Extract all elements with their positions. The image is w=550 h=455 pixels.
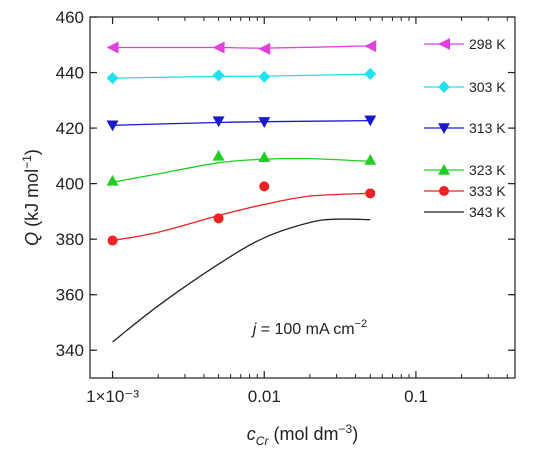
fit-curve-343K (112, 218, 371, 343)
legend-marker (438, 164, 450, 175)
y-axis-unit-close: ) (22, 149, 42, 155)
data-point-303K (364, 67, 377, 80)
data-point-313K (258, 117, 271, 128)
data-point-323K (106, 174, 119, 186)
x-axis-unit-close: ) (352, 424, 358, 444)
legend-marker (438, 38, 450, 50)
x-axis-title: cCr (mol dm−3) (247, 422, 358, 448)
y-axis-symbol: Q (22, 232, 42, 246)
y-tick-label: 340 (56, 341, 84, 360)
fit-curve-298K (112, 45, 371, 49)
legend-label: 343 K (469, 204, 506, 220)
data-point-323K (258, 151, 271, 163)
legend-label: 303 K (469, 79, 506, 95)
data-point-313K (212, 116, 225, 128)
data-point-298K (364, 40, 377, 53)
fit-curve-333K (112, 192, 371, 242)
data-point-323K (364, 154, 377, 165)
legend-marker (439, 186, 449, 196)
data-point-298K (258, 42, 271, 55)
legend-label: 298 K (469, 36, 506, 52)
tick-marks: 340 360 380 400 420 440 460 1×10⁻³ 0.01 0.1 (56, 8, 515, 406)
x-tick-label: 1×10⁻³ (86, 387, 139, 406)
data-point-313K (364, 115, 377, 127)
legend: 298 K 303 K 313 K 323 K 333 K 343 K (424, 36, 506, 220)
y-axis-unit: (kJ mol (22, 169, 42, 227)
data-point-303K (212, 69, 225, 82)
plot-frame (89, 16, 516, 379)
y-tick-label: 380 (56, 230, 84, 249)
data-point-303K (106, 72, 119, 85)
legend-marker (438, 123, 450, 134)
data-point-333K (365, 188, 376, 199)
legend-label: 313 K (469, 120, 506, 136)
data-point-323K (212, 149, 225, 161)
fit-curve-323K (112, 157, 371, 183)
data-point-333K (259, 181, 270, 192)
x-tick-label: 0.1 (404, 387, 428, 406)
data-point-333K (107, 235, 118, 246)
fit-curves (112, 45, 371, 343)
y-axis-unit-exponent: −1 (20, 155, 34, 169)
y-tick-label: 400 (56, 175, 84, 194)
annotation-exponent: −2 (355, 318, 368, 330)
fit-curve-303K (112, 73, 371, 79)
legend-label: 333 K (469, 183, 506, 199)
annotation-text: = 100 mA cm (256, 321, 354, 338)
y-tick-label: 360 (56, 286, 84, 305)
y-axis-title: Q (kJ mol−1) (20, 149, 42, 246)
data-points (106, 40, 377, 246)
x-axis-unit-exponent: −3 (339, 422, 353, 436)
y-tick-label: 460 (56, 8, 84, 27)
y-tick-label: 420 (56, 119, 84, 138)
x-axis-subscript: Cr (256, 434, 270, 448)
legend-marker (438, 81, 450, 93)
fit-curve-313K (112, 119, 371, 126)
y-tick-label: 440 (56, 64, 84, 83)
x-axis-symbol: c (247, 424, 256, 444)
data-point-333K (213, 213, 224, 224)
x-axis-unit: (mol dm (273, 424, 338, 444)
current-density-annotation: j = 100 mA cm−2 (251, 318, 367, 338)
data-point-298K (212, 41, 225, 54)
x-tick-label: 0.01 (248, 387, 281, 406)
annotation-symbol: j (251, 321, 257, 338)
data-point-303K (258, 70, 271, 83)
data-point-298K (106, 41, 119, 54)
axes (89, 16, 516, 379)
legend-label: 323 K (469, 162, 506, 178)
data-point-313K (106, 120, 119, 132)
